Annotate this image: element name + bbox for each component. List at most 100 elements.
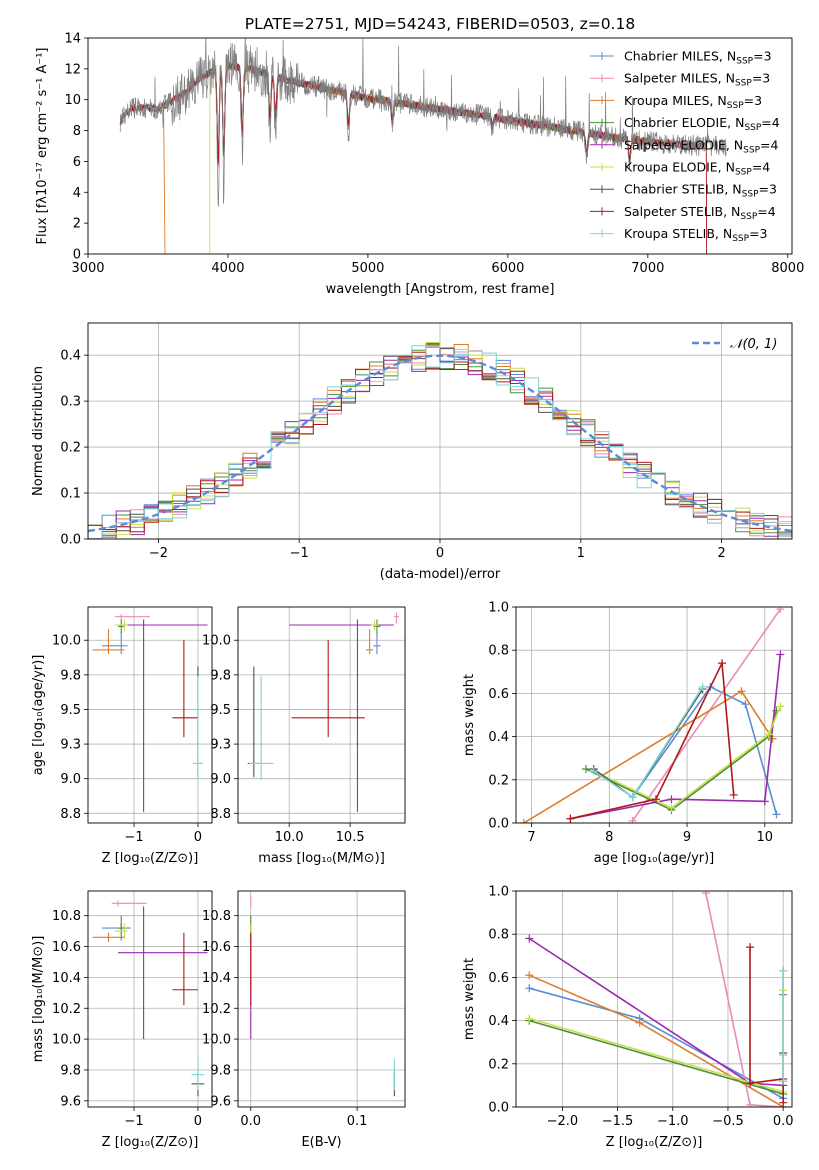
x-tick-label: 0: [194, 830, 202, 845]
y-tick-label: 10.2: [52, 1002, 81, 1017]
y-tick-label: 10.0: [202, 1033, 231, 1048]
x-tick-label: 0.0: [240, 1114, 261, 1129]
y-tick-label: 0.8: [488, 644, 509, 659]
y-axis-label: Normed distribution: [31, 366, 46, 496]
y-tick-label: 0.0: [488, 1101, 509, 1116]
legend-label-chabrier_miles: Chabrier MILES, NSSP=3: [624, 49, 772, 67]
axes-frame: [87, 322, 793, 540]
x-tick-label: 9: [683, 830, 691, 845]
x-tick-label: −2: [149, 546, 168, 561]
plot-area-z_weight: [525, 891, 788, 1107]
y-axis-label: mass weight: [462, 674, 477, 756]
y-tick-label: 6: [73, 155, 81, 170]
errorbar-salpeter_stelib: [172, 640, 198, 738]
x-tick-label: −1.5: [602, 1114, 634, 1129]
x-tick-label: 7: [527, 830, 535, 845]
weight-line-salpeter_elodie: [528, 937, 784, 1087]
x-tick-label: −0.5: [712, 1114, 744, 1129]
x-tick-label: 4000: [211, 261, 244, 276]
legend-label-kroupa_elodie: Kroupa ELODIE, NSSP=4: [624, 160, 770, 178]
weight-marker-salpeter_miles: [776, 607, 785, 614]
weight-marker-salpeter_elodie: [776, 650, 785, 659]
weight-marker-salpeter_stelib: [651, 795, 660, 804]
weight-marker-chabrier_elodie: [581, 765, 590, 773]
axes-frame: [87, 606, 213, 824]
y-tick-label: 0.4: [488, 730, 509, 745]
weight-line-salpeter_stelib: [570, 660, 735, 820]
x-tick-label: 0.1: [347, 1114, 368, 1129]
errorbar-chabrier_elodie: [118, 915, 125, 941]
y-tick-label: 10.4: [202, 971, 231, 986]
y-tick-label: 9.3: [60, 738, 81, 753]
weight-marker-salpeter_miles: [746, 1100, 755, 1107]
y-tick-label: 0.2: [488, 1057, 509, 1072]
panel-z_weight: −2.0 −1.5 −1.0 −0.5 0.0 0.0 0.2 0.4 0.6 0.8 1.0 Z […: [462, 885, 794, 1151]
errorbar-salpeter_miles: [111, 900, 147, 907]
weight-marker-salpeter_miles: [701, 891, 710, 898]
x-tick-label: −1: [290, 546, 309, 561]
x-tick-label: −1: [124, 1114, 143, 1129]
spectrum-data-line: [119, 38, 727, 207]
legend-label-kroupa_stelib: Kroupa STELIB, NSSP=3: [624, 226, 768, 244]
x-axis-label: age [log₁₀(age/yr)]: [594, 851, 715, 866]
errorbar-kroupa_stelib: [191, 1059, 205, 1091]
y-tick-label: 0.4: [60, 349, 81, 364]
x-tick-label: −1: [124, 830, 143, 845]
y-tick-label: 0.4: [488, 1014, 509, 1029]
x-tick-label: 5000: [351, 261, 384, 276]
x-tick-label: 1: [577, 546, 585, 561]
plot-area-mass_age: [247, 612, 399, 812]
normal-legend-label: 𝒩(0, 1): [730, 337, 777, 352]
y-tick-label: 0.2: [60, 441, 81, 456]
weight-line-chabrier_elodie: [585, 710, 778, 811]
y-tick-label: 9.8: [60, 1063, 81, 1078]
weight-marker-kroupa_miles: [525, 971, 534, 980]
x-tick-label: 2: [717, 546, 725, 561]
errorbar-chabrier_miles: [373, 631, 381, 655]
weight-marker-salpeter_stelib: [746, 1079, 755, 1088]
panel-z_age: −1 0 8.8 9.0 9.3 9.5 9.8 10.0 Z [log₁₀(Z/Z⊙)] age…: [31, 606, 213, 866]
x-axis-label: Z [log₁₀(Z/Z⊙)]: [102, 851, 199, 866]
x-tick-label: −1.0: [657, 1114, 689, 1129]
y-tick-label: 9.6: [210, 1094, 231, 1109]
panel-mass_age: 10.0 10.5 8.8 9.0 9.3 9.5 9.8 10.0 mass [log₁₀(M…: [202, 606, 406, 866]
weight-marker-salpeter_elodie: [667, 795, 676, 804]
weight-marker-chabrier_miles: [525, 984, 534, 993]
weight-marker-salpeter_stelib: [746, 943, 755, 952]
y-tick-label: 9.0: [60, 772, 81, 787]
weight-line-salpeter_elodie: [570, 654, 782, 820]
spectrum-line-salpeter_stelib: [119, 62, 708, 254]
x-tick-label: 8000: [771, 261, 804, 276]
y-tick-label: 0.6: [488, 687, 509, 702]
x-tick-label: 10.5: [336, 830, 365, 845]
weight-marker-chabrier_miles: [772, 810, 781, 819]
y-tick-label: 10.4: [52, 971, 81, 986]
y-tick-label: 0: [73, 248, 81, 263]
y-tick-label: 10.8: [52, 909, 81, 924]
errorbar-kroupa_miles: [92, 932, 125, 942]
y-axis-label: age [log₁₀(age/yr)]: [31, 655, 46, 776]
weight-marker-kroupa_miles: [635, 1018, 644, 1027]
y-tick-label: 0.3: [60, 395, 81, 410]
x-axis-label: mass [log₁₀(M/M⊙)]: [258, 851, 385, 866]
plot-area-z_mass: [92, 900, 208, 1097]
y-tick-label: 1.0: [488, 885, 509, 900]
axes-frame: [237, 890, 406, 1108]
errorbar-salpeter_elodie: [289, 619, 395, 812]
weight-marker-kroupa_stelib: [779, 1051, 788, 1060]
weight-marker-salpeter_stelib: [566, 814, 575, 823]
plot-area-ebv_mass: [250, 895, 395, 1097]
weight-marker-kroupa_elodie: [776, 702, 785, 711]
errorbar-salpeter_miles: [394, 612, 399, 624]
y-tick-label: 8: [73, 124, 81, 139]
y-tick-label: 10.8: [202, 909, 231, 924]
x-tick-label: 10: [757, 830, 774, 845]
x-tick-label: 10.0: [275, 830, 304, 845]
panel-spectrum: 3000 4000 5000 6000 7000 8000 0 2 4 6 8 10 12 14 wavel…: [35, 32, 804, 298]
weight-marker-kroupa_miles: [737, 687, 746, 696]
panel-ebv_mass: 0.0 0.1 9.6 9.8 10.0 10.2 10.4 10.6 10.8 E(B-V): [202, 890, 406, 1150]
spectrum-legend: Chabrier MILES, NSSP=3 Salpeter MILES, NS…: [590, 49, 780, 244]
y-tick-label: 8.8: [210, 807, 231, 822]
residual-histogram-kroupa_stelib: [88, 345, 792, 539]
